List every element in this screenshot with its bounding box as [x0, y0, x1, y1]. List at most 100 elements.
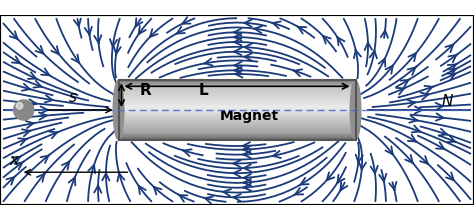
FancyArrowPatch shape — [39, 112, 47, 120]
Bar — [118, 91, 356, 92]
Bar — [118, 120, 356, 121]
FancyArrowPatch shape — [88, 165, 95, 173]
FancyArrowPatch shape — [273, 151, 281, 158]
FancyArrowPatch shape — [448, 64, 457, 71]
FancyArrowPatch shape — [425, 86, 433, 93]
FancyArrowPatch shape — [436, 103, 443, 110]
Circle shape — [16, 103, 23, 109]
FancyArrowPatch shape — [389, 182, 396, 190]
FancyArrowPatch shape — [340, 182, 347, 191]
FancyArrowPatch shape — [401, 79, 410, 87]
FancyArrowPatch shape — [409, 53, 416, 61]
FancyArrowPatch shape — [337, 175, 345, 183]
Bar — [118, 139, 356, 140]
FancyArrowPatch shape — [36, 46, 44, 54]
Ellipse shape — [113, 80, 124, 140]
FancyArrowPatch shape — [379, 174, 386, 182]
FancyArrowPatch shape — [234, 28, 242, 36]
FancyArrowPatch shape — [12, 56, 21, 64]
Bar — [118, 108, 356, 109]
FancyArrowPatch shape — [293, 69, 302, 76]
Bar — [118, 114, 356, 115]
FancyArrowPatch shape — [49, 132, 58, 138]
FancyArrowPatch shape — [204, 59, 213, 66]
FancyArrowPatch shape — [154, 187, 162, 194]
FancyArrowPatch shape — [6, 176, 16, 185]
FancyArrowPatch shape — [420, 93, 429, 100]
FancyArrowPatch shape — [408, 66, 417, 75]
FancyArrowPatch shape — [94, 35, 101, 43]
FancyArrowPatch shape — [102, 173, 109, 181]
Bar — [118, 116, 356, 117]
FancyArrowPatch shape — [254, 26, 262, 33]
FancyArrowPatch shape — [12, 156, 21, 164]
Bar — [118, 126, 356, 127]
FancyArrowPatch shape — [26, 121, 34, 128]
FancyArrowPatch shape — [69, 177, 75, 185]
FancyArrowPatch shape — [40, 106, 48, 114]
FancyArrowPatch shape — [183, 149, 191, 156]
FancyArrowPatch shape — [234, 62, 242, 69]
Bar — [118, 106, 356, 107]
Text: $\mathbf{R}$: $\mathbf{R}$ — [139, 82, 153, 98]
FancyArrowPatch shape — [243, 142, 250, 149]
Bar — [118, 81, 356, 82]
Bar — [118, 83, 356, 84]
FancyArrowPatch shape — [412, 126, 420, 132]
Bar — [118, 80, 356, 140]
FancyArrowPatch shape — [234, 67, 242, 74]
FancyArrowPatch shape — [14, 161, 24, 170]
FancyArrowPatch shape — [41, 68, 50, 76]
FancyArrowPatch shape — [175, 27, 185, 34]
FancyArrowPatch shape — [379, 58, 385, 67]
FancyArrowPatch shape — [85, 27, 92, 35]
FancyArrowPatch shape — [33, 81, 42, 88]
Bar — [118, 124, 356, 125]
FancyArrowPatch shape — [29, 99, 36, 106]
FancyArrowPatch shape — [22, 84, 30, 91]
Bar — [118, 122, 356, 123]
Bar — [118, 88, 356, 89]
Bar — [118, 138, 356, 139]
FancyArrowPatch shape — [396, 88, 405, 95]
FancyArrowPatch shape — [204, 196, 213, 204]
Bar — [118, 103, 356, 104]
FancyArrowPatch shape — [41, 154, 50, 163]
FancyArrowPatch shape — [446, 44, 453, 52]
FancyArrowPatch shape — [28, 72, 37, 79]
FancyArrowPatch shape — [234, 33, 242, 40]
Bar — [118, 101, 356, 102]
FancyArrowPatch shape — [371, 166, 378, 174]
FancyArrowPatch shape — [354, 50, 361, 58]
Bar — [118, 80, 356, 140]
Circle shape — [14, 100, 34, 120]
Bar — [118, 92, 356, 93]
FancyArrowPatch shape — [244, 44, 252, 51]
FancyArrowPatch shape — [243, 146, 251, 153]
Bar — [118, 109, 356, 110]
Bar — [118, 89, 356, 90]
Bar — [118, 87, 356, 88]
Bar — [118, 110, 356, 111]
FancyArrowPatch shape — [233, 194, 241, 201]
Bar — [118, 96, 356, 97]
FancyArrowPatch shape — [233, 160, 241, 167]
FancyArrowPatch shape — [409, 116, 418, 123]
FancyArrowPatch shape — [244, 179, 251, 186]
Text: $\mathbf{L}$: $\mathbf{L}$ — [199, 82, 210, 98]
FancyArrowPatch shape — [138, 186, 146, 194]
Bar — [118, 104, 356, 105]
Bar — [118, 132, 356, 133]
Bar — [118, 113, 356, 114]
Bar — [118, 133, 356, 134]
Bar — [118, 86, 356, 87]
FancyArrowPatch shape — [381, 30, 388, 38]
FancyArrowPatch shape — [447, 136, 456, 142]
Bar — [118, 102, 356, 103]
FancyArrowPatch shape — [385, 146, 393, 154]
Ellipse shape — [350, 80, 361, 140]
Bar — [118, 134, 356, 135]
Bar — [118, 98, 356, 99]
FancyArrowPatch shape — [243, 151, 251, 158]
Bar — [118, 131, 356, 132]
